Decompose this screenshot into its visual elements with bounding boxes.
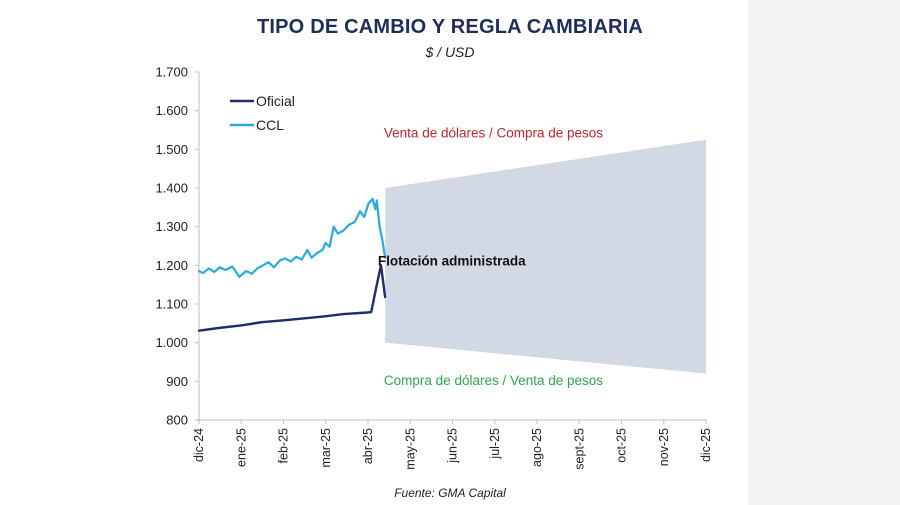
band-area [385,139,706,374]
x-tick-label: ene-25 [234,428,248,467]
x-tick-label: feb-25 [277,428,291,463]
x-tick-label: ago-25 [530,428,544,467]
x-tick-label: oct-25 [615,428,629,463]
annotation-upper-zone: Venta de dólares / Compra de pesos [384,126,603,141]
chart-subtitle: $ / USD [425,44,475,60]
page-margin-right [748,0,900,505]
y-tick-label: 900 [166,374,188,389]
x-tick-label: dic-24 [192,428,206,462]
y-tick-label: 1.400 [155,181,188,196]
y-tick-label: 1.700 [155,65,188,80]
series-line-ccl [197,197,387,278]
page-margin-left [0,0,154,505]
legend-label-oficial: Oficial [256,93,295,109]
x-tick-label: abr-25 [361,428,375,464]
legend-label-ccl: CCL [256,117,284,133]
y-tick-label: 1.100 [155,297,188,312]
x-tick-label: nov-25 [657,428,671,466]
y-tick-label: 1.200 [155,258,188,273]
chart-source: Fuente: GMA Capital [394,486,506,500]
annotation-band-label: Flotación administrada [378,253,526,268]
y-tick-label: 800 [166,413,188,428]
x-tick-label: sept-25 [572,428,586,470]
y-tick-label: 1.000 [155,335,188,350]
x-tick-label: jun-25 [446,428,460,464]
chart-title: TIPO DE CAMBIO Y REGLA CAMBIARIA [256,16,644,38]
x-tick-label: may-25 [403,428,417,470]
series-line-oficial [197,264,387,332]
y-tick-label: 1.500 [155,142,188,157]
y-tick-label: 1.300 [155,219,188,234]
x-tick-label: mar-25 [319,428,333,468]
x-tick-label: jul-25 [488,428,502,460]
x-tick-label: dic-25 [699,428,713,462]
annotation-lower-zone: Compra de dólares / Venta de pesos [384,373,603,388]
y-tick-label: 1.600 [155,103,188,118]
